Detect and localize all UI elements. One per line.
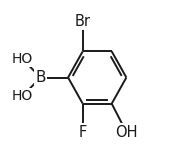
Text: HO: HO bbox=[12, 89, 33, 103]
Text: HO: HO bbox=[12, 52, 33, 66]
Text: B: B bbox=[35, 70, 46, 85]
Text: F: F bbox=[79, 125, 87, 140]
Text: Br: Br bbox=[75, 14, 91, 29]
Text: OH: OH bbox=[115, 125, 138, 140]
